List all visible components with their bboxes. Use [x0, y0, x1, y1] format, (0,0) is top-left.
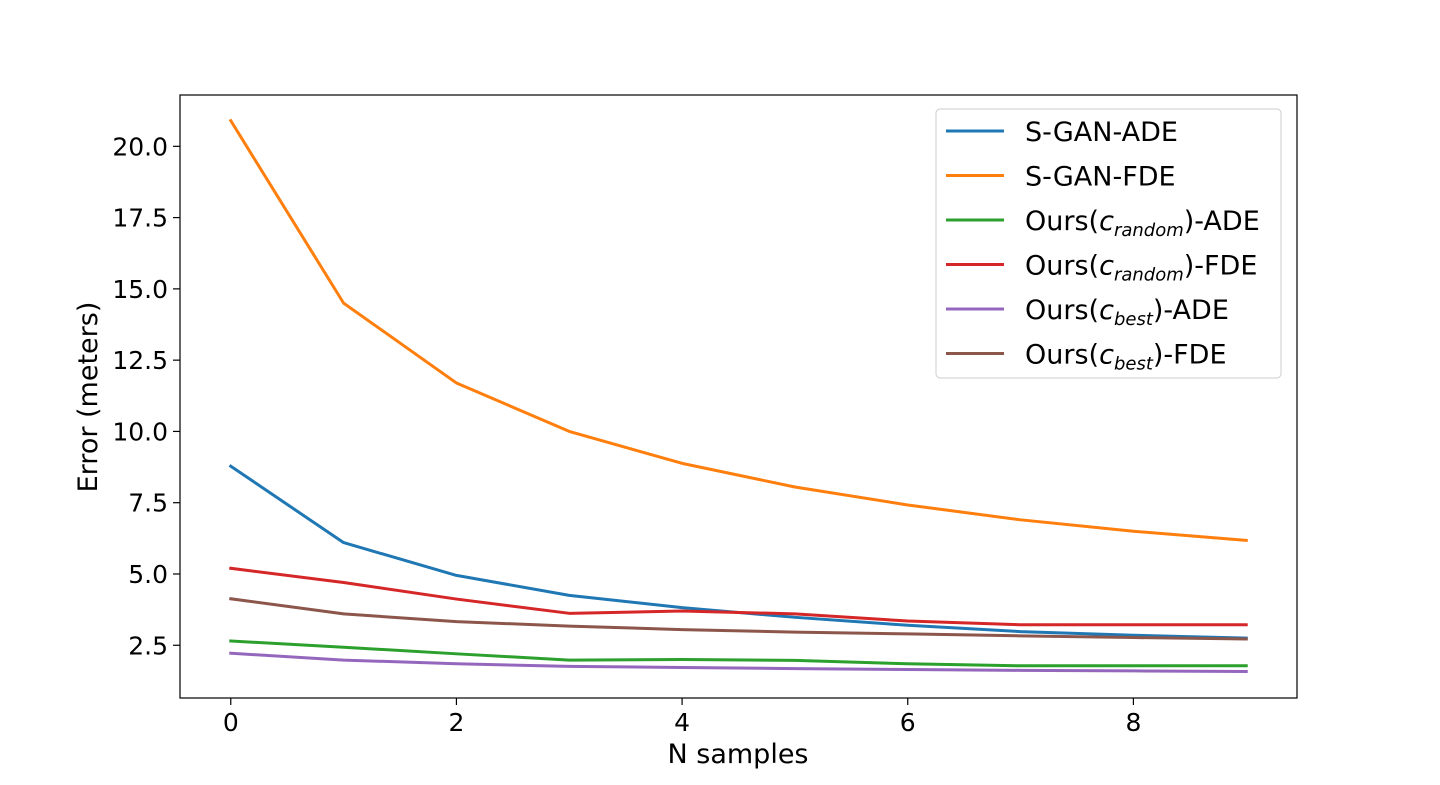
series-line-4 — [229, 651, 1248, 673]
y-tick-label: 12.5 — [112, 346, 168, 375]
legend-label-2: Ours(crandom)-ADE — [1025, 206, 1260, 241]
legend-label-1: S-GAN-FDE — [1025, 162, 1176, 193]
series-line-3 — [229, 566, 1248, 627]
series-line-2 — [229, 639, 1248, 668]
x-axis: 0 2 4 6 8 — [223, 698, 1141, 737]
y-tick-label: 2.5 — [128, 631, 168, 660]
y-tick-label: 20.0 — [112, 132, 168, 161]
x-tick-label: 2 — [448, 708, 464, 737]
legend-label-0: S-GAN-ADE — [1025, 117, 1178, 148]
y-axis: 2.5 5.0 7.5 10.0 12.5 15.0 17.5 20.0 — [112, 132, 180, 660]
x-tick-label: 4 — [674, 708, 690, 737]
y-tick-label: 17.5 — [112, 204, 168, 233]
plot-frame — [179, 94, 1298, 699]
series-layer — [228, 118, 1248, 673]
x-tick-label: 8 — [1125, 708, 1141, 737]
x-tick-label: 6 — [900, 708, 916, 737]
x-tick-label: 0 — [223, 708, 239, 737]
y-tick-label: 10.0 — [112, 417, 168, 446]
y-axis-title: Error (meters) — [73, 302, 104, 493]
legend-box — [935, 108, 1282, 379]
series-line-5 — [229, 597, 1248, 641]
series-line-1 — [228, 118, 1248, 542]
y-tick-label: 15.0 — [112, 275, 168, 304]
legend: S-GAN-ADE S-GAN-FDE Ours(crandom)-ADE Ours(… — [935, 108, 1282, 379]
y-tick-label: 5.0 — [128, 560, 168, 589]
x-axis-title: N samples — [667, 739, 808, 770]
legend-label-5: Ours(cbest)-FDE — [1025, 340, 1227, 375]
y-tick-label: 7.5 — [128, 489, 168, 518]
legend-label-3: Ours(crandom)-FDE — [1025, 251, 1257, 286]
legend-label-4: Ours(cbest)-ADE — [1025, 295, 1229, 330]
